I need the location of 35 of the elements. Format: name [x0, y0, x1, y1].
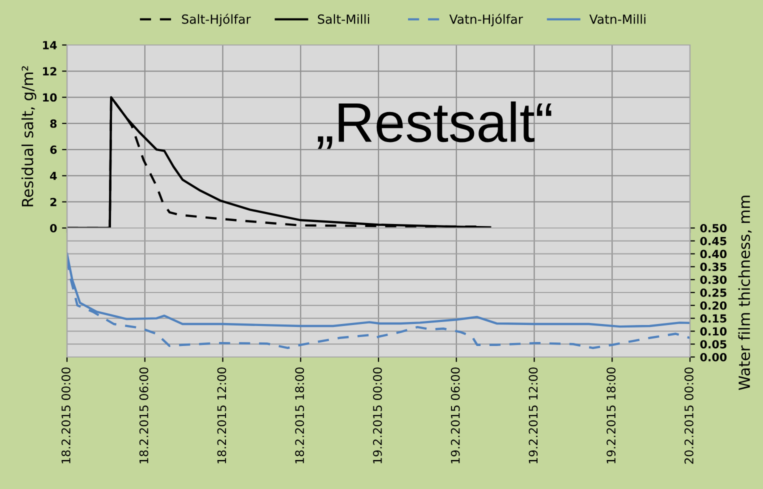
y2-tick-label: 0.25	[700, 288, 726, 297]
x-tick-label: 19.2.2015 12:00	[528, 368, 538, 464]
y2-tick-label: 0.30	[700, 276, 727, 284]
y2-tick-label: 0.05	[700, 340, 726, 348]
y2-tick-label: 0.10	[700, 327, 727, 336]
y-tick-label: 12	[43, 67, 56, 76]
x-tick-label: 18.2.2015 18:00	[295, 368, 304, 464]
y-axis-title: Residual salt, g/m²	[21, 66, 36, 206]
y-tick-label: 8	[50, 119, 57, 128]
x-tick-label: 20.2.2015 00:00	[684, 368, 694, 464]
y-tick-label: 6	[50, 146, 57, 154]
x-tick-label: 18.2.2015 06:00	[139, 368, 148, 464]
x-tick-label: 18.2.2015 12:00	[217, 368, 226, 464]
x-tick-label: 18.2.2015 00:00	[61, 368, 70, 464]
legend-label: Vatn-Hjólfar	[449, 14, 524, 26]
y2-tick-label: 0.50	[700, 224, 727, 232]
y-tick-label: 14	[43, 41, 57, 50]
y2-tick-label: 0.00	[700, 352, 727, 362]
y2-tick-label: 0.35	[700, 262, 726, 272]
y-tick-label: 4	[50, 172, 57, 180]
legend-label: Vatn-Milli	[589, 14, 646, 24]
x-tick-label: 19.2.2015 00:00	[372, 368, 382, 464]
y-tick-label: 2	[50, 198, 56, 206]
y2-tick-label: 0.20	[700, 301, 727, 310]
y2-axis-title: Water film thichness, mm	[738, 196, 752, 390]
x-tick-label: 19.2.2015 18:00	[606, 368, 616, 464]
y-tick-label: 10	[43, 93, 57, 102]
x-tick-label: 19.2.2015 06:00	[450, 368, 460, 464]
legend-label: Salt-Hjólfar	[182, 14, 251, 26]
legend-label: Salt-Milli	[318, 14, 370, 24]
y-tick-label: 0	[50, 224, 57, 232]
y2-tick-label: 0.40	[700, 250, 727, 258]
y2-tick-label: 0.45	[700, 236, 726, 246]
annotation: „Restsalt“	[318, 101, 552, 149]
y2-tick-label: 0.15	[700, 314, 726, 323]
